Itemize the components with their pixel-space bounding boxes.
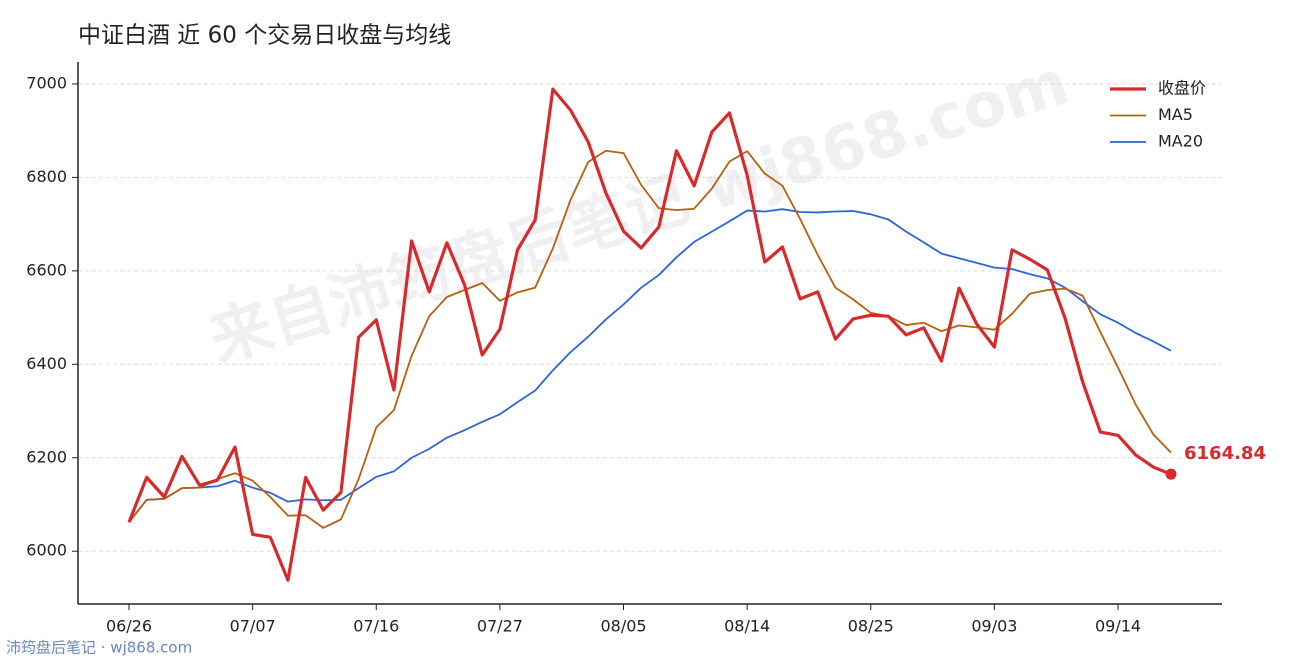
y-tick-label: 6800 [26,167,67,186]
chart-title: 中证白酒 近 60 个交易日收盘与均线 [78,23,451,49]
y-tick-label: 6000 [26,541,67,560]
x-tick-label: 06/26 [106,617,152,636]
y-tick-label: 6600 [26,260,67,279]
legend-label: MA5 [1158,105,1193,124]
series-line [127,87,1172,582]
last-point [1165,468,1177,480]
x-tick-label: 09/14 [1095,617,1141,636]
watermark: 来自沛筠盘后笔记 wj868.com [201,45,1076,376]
y-tick-label: 7000 [26,73,67,92]
series-line [128,208,1172,523]
x-tick-label: 09/03 [971,617,1017,636]
x-tick-label: 07/07 [230,617,276,636]
x-tick-label: 08/05 [600,617,646,636]
x-tick-label: 08/14 [724,617,770,636]
legend-label: 收盘价 [1158,79,1206,98]
x-tick-label: 07/27 [477,617,523,636]
source-note: 沛筠盘后笔记 · wj868.com [6,639,192,657]
legend-label: MA20 [1158,132,1203,151]
y-tick-label: 6400 [26,354,67,373]
last-value-label: 6164.84 [1184,443,1266,464]
x-tick-label: 08/25 [848,617,894,636]
x-tick-label: 07/16 [353,617,399,636]
y-tick-label: 6200 [26,447,67,466]
